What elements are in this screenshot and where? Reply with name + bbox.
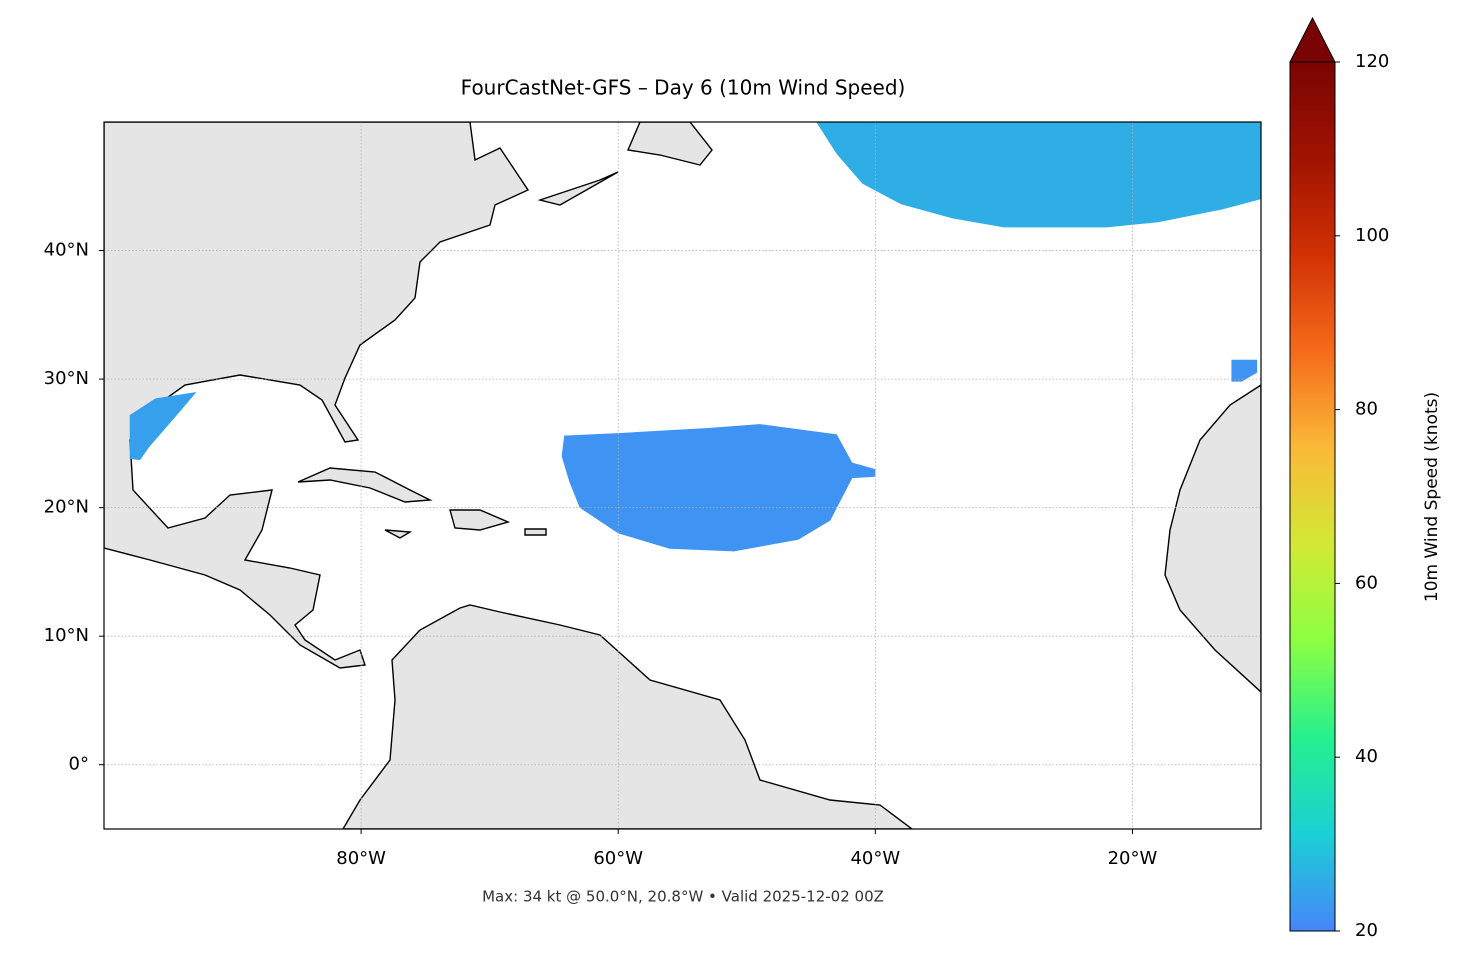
x-tick-label: 60°W <box>593 848 643 869</box>
colorbar-tick-label: 100 <box>1355 225 1389 246</box>
puerto-rico <box>524 528 547 536</box>
y-tick-label: 30°N <box>44 368 89 389</box>
south-america <box>342 604 914 829</box>
hispaniola <box>449 509 511 531</box>
x-tick-label: 20°W <box>1108 848 1158 869</box>
colorbar-extend <box>1289 16 1336 63</box>
jamaica <box>384 529 413 539</box>
chart-title: FourCastNet-GFS – Day 6 (10m Wind Speed) <box>461 76 906 100</box>
colorbar <box>1290 62 1335 931</box>
wind-swath <box>816 122 1261 228</box>
y-tick-label: 10°N <box>44 625 89 646</box>
wind-swath <box>129 391 197 461</box>
x-tick-label: 80°W <box>336 848 386 869</box>
wind-swath <box>1231 359 1258 382</box>
colorbar-tick-label: 60 <box>1355 572 1378 593</box>
y-tick-label: 40°N <box>44 240 89 261</box>
north-america <box>104 122 530 669</box>
newfoundland <box>627 122 713 166</box>
wind-swaths <box>129 122 1261 552</box>
y-tick-label: 20°N <box>44 497 89 518</box>
colorbar-tick-label: 20 <box>1355 920 1378 941</box>
y-tick-label: 0° <box>69 754 89 775</box>
footer-note: Max: 34 kt @ 50.0°N, 20.8°W • Valid 2025… <box>482 888 884 906</box>
colorbar-label: 10m Wind Speed (knots) <box>1422 392 1442 602</box>
colorbar-tick-label: 120 <box>1355 51 1389 72</box>
land <box>104 122 1261 829</box>
wind-swath <box>561 424 876 552</box>
colorbar-tick-label: 40 <box>1355 746 1378 767</box>
colorbar-tick-label: 80 <box>1355 399 1378 420</box>
plot-frame <box>103 121 1262 830</box>
nova-scotia <box>537 171 619 206</box>
africa <box>1164 384 1261 693</box>
colorbar-frame <box>1289 61 1336 932</box>
x-tick-label: 40°W <box>850 848 900 869</box>
cuba <box>297 467 433 503</box>
